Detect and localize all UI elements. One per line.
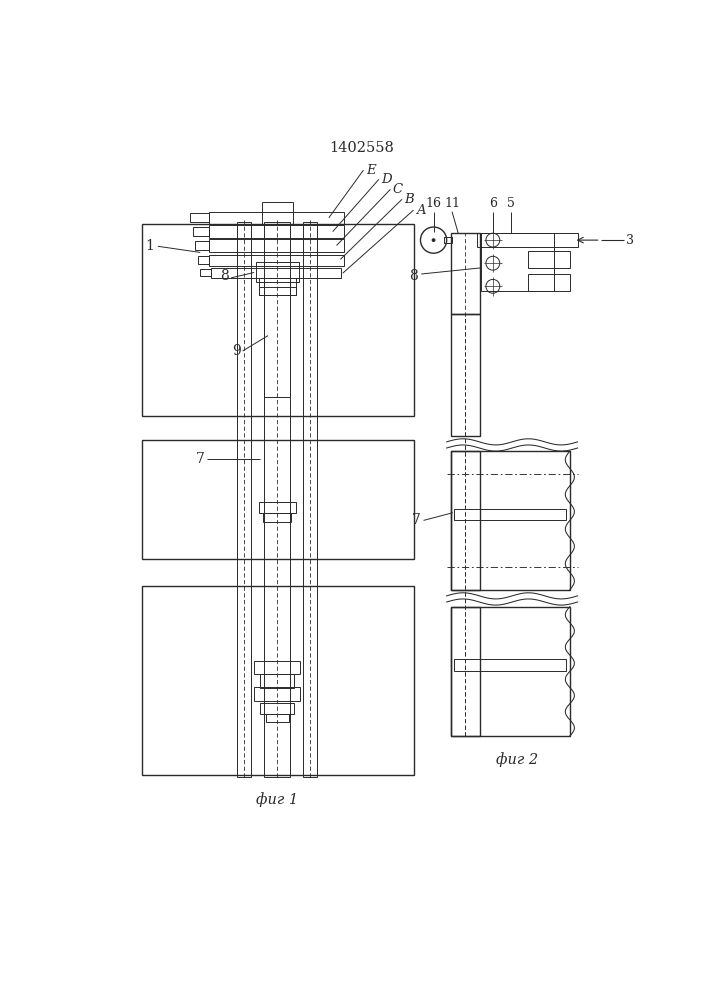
Bar	[264, 278, 291, 397]
Bar	[254, 687, 300, 701]
Bar	[450, 451, 480, 590]
Text: 11: 11	[444, 197, 460, 210]
Bar	[209, 239, 344, 252]
Text: A: A	[416, 204, 426, 217]
Bar	[209, 212, 344, 224]
Bar	[260, 703, 294, 714]
Bar	[262, 202, 293, 224]
Bar	[455, 509, 566, 520]
Bar	[141, 586, 414, 774]
Bar	[444, 237, 452, 243]
Bar	[192, 227, 209, 236]
Bar	[450, 233, 480, 314]
Bar	[238, 222, 251, 777]
Bar	[264, 222, 291, 777]
Text: 7: 7	[196, 452, 205, 466]
Bar	[455, 659, 566, 671]
Bar	[450, 451, 570, 590]
Text: D: D	[381, 173, 392, 186]
Bar	[256, 262, 299, 282]
Bar	[259, 287, 296, 295]
Bar	[527, 251, 570, 268]
Text: 8: 8	[409, 269, 418, 283]
Text: 6: 6	[489, 197, 497, 210]
Bar	[450, 607, 480, 736]
Text: фиг 2: фиг 2	[496, 752, 539, 767]
Text: 8: 8	[221, 269, 229, 283]
Bar	[260, 674, 294, 688]
Bar	[481, 233, 554, 291]
Bar	[141, 224, 414, 416]
Text: фиг 1: фиг 1	[256, 792, 298, 807]
Bar	[254, 661, 300, 674]
Text: 9: 9	[232, 344, 241, 358]
Text: 1402558: 1402558	[329, 141, 395, 155]
Text: 5: 5	[507, 197, 515, 210]
Bar	[450, 607, 570, 736]
Bar	[195, 241, 209, 250]
Bar	[527, 274, 570, 291]
Text: 1: 1	[146, 239, 155, 253]
Bar	[209, 225, 344, 238]
Bar	[264, 513, 291, 522]
Text: B: B	[404, 193, 414, 206]
Text: 7: 7	[411, 513, 420, 527]
Text: E: E	[366, 164, 375, 177]
Bar	[198, 256, 209, 264]
Bar	[209, 255, 344, 266]
Bar	[259, 278, 296, 295]
Bar	[477, 233, 578, 247]
Bar	[211, 268, 341, 278]
Bar	[450, 314, 480, 436]
Bar	[200, 269, 211, 276]
Text: C: C	[393, 183, 403, 196]
Bar	[266, 714, 288, 722]
Bar	[259, 502, 296, 513]
Bar	[141, 440, 414, 559]
Bar	[190, 213, 209, 222]
Text: 3: 3	[626, 234, 634, 247]
Circle shape	[432, 238, 436, 242]
Bar	[303, 222, 317, 777]
Text: 16: 16	[426, 197, 442, 210]
